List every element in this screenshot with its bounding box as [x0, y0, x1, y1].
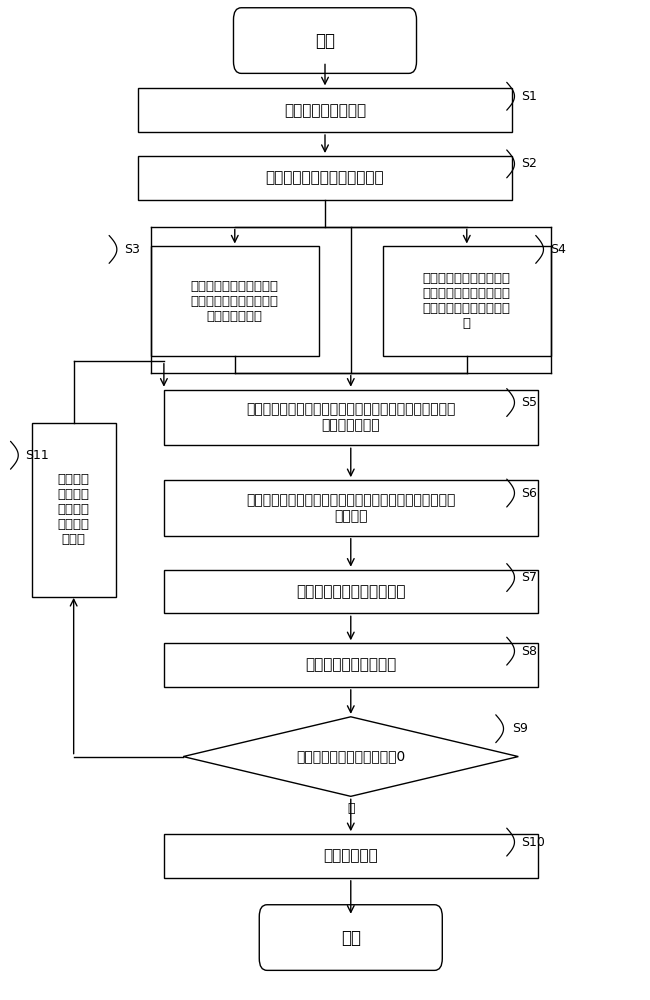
Bar — [383, 246, 551, 356]
Text: S7: S7 — [521, 571, 538, 584]
Text: 输出未知评分: 输出未知评分 — [324, 849, 378, 864]
Bar — [151, 246, 318, 356]
Text: 结合未知评分生成损失函数: 结合未知评分生成损失函数 — [296, 584, 406, 599]
Text: 对卷积神
经网络模
型和隐语
义模型进
行更新: 对卷积神 经网络模 型和隐语 义模型进 行更新 — [58, 473, 90, 546]
Text: 是: 是 — [347, 802, 354, 815]
Bar — [164, 390, 538, 445]
Text: S5: S5 — [521, 396, 538, 409]
Bar — [138, 156, 512, 200]
Text: 判断损失函数的梯度是否为0: 判断损失函数的梯度是否为0 — [296, 750, 406, 764]
Text: S4: S4 — [551, 243, 566, 256]
Bar — [164, 480, 538, 536]
Text: S6: S6 — [521, 487, 538, 500]
FancyBboxPatch shape — [233, 8, 417, 73]
Text: 对图像和评分数据进行预处理: 对图像和评分数据进行预处理 — [266, 170, 384, 185]
Polygon shape — [183, 717, 518, 796]
Text: S11: S11 — [25, 449, 49, 462]
Bar — [138, 88, 512, 132]
Text: 计算损失函数中的梯度: 计算损失函数中的梯度 — [305, 658, 396, 673]
Text: 将图像输入卷积神经网络
模型中以提取图像的图像
特征和权重参数: 将图像输入卷积神经网络 模型中以提取图像的图像 特征和权重参数 — [191, 280, 279, 323]
Text: 将评分数据转化成评分矩
阵，采用隐语义模型对用
户的评分矩阵进行矩阵分
解: 将评分数据转化成评分矩 阵，采用隐语义模型对用 户的评分矩阵进行矩阵分 解 — [422, 272, 511, 330]
Text: 结束: 结束 — [341, 929, 361, 947]
Bar — [164, 643, 538, 687]
Text: S8: S8 — [521, 645, 538, 658]
Text: S3: S3 — [124, 243, 140, 256]
Text: S10: S10 — [521, 836, 545, 849]
FancyBboxPatch shape — [259, 905, 442, 970]
Bar — [164, 834, 538, 878]
Text: S1: S1 — [521, 90, 538, 103]
Text: 接收用户的网络数据: 接收用户的网络数据 — [284, 103, 366, 118]
Bar — [164, 570, 538, 613]
Text: S2: S2 — [521, 157, 538, 170]
Text: 根据物品的潜在特征和用户的潜在特征预测用户对物品的
未知评分: 根据物品的潜在特征和用户的潜在特征预测用户对物品的 未知评分 — [246, 493, 456, 523]
Text: 以图像特征和权重参数为边界条件确定物品的潜在特征和
用户的潜在特征: 以图像特征和权重参数为边界条件确定物品的潜在特征和 用户的潜在特征 — [246, 402, 456, 433]
Text: 开始: 开始 — [315, 32, 335, 50]
Bar — [32, 423, 116, 597]
Text: S9: S9 — [512, 722, 528, 735]
